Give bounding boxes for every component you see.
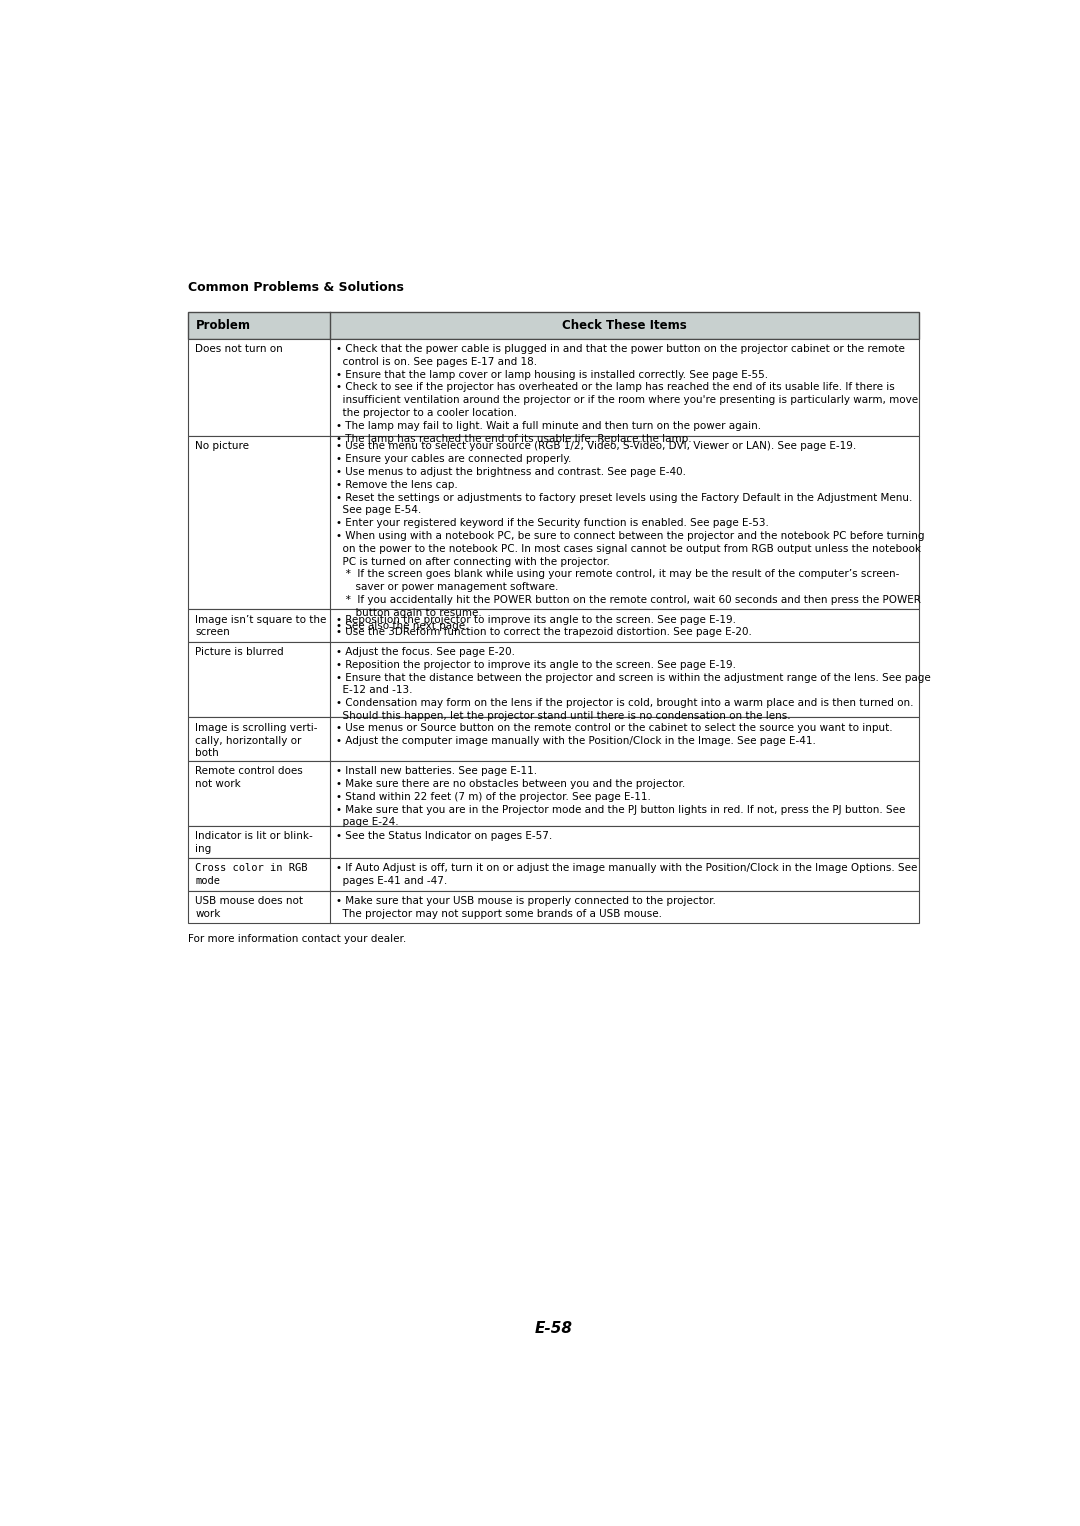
Text: • Use the menu to select your source (RGB 1/2, Video, S-Video, DVI, Viewer or LA: • Use the menu to select your source (RG… [336, 441, 924, 630]
Text: • Adjust the focus. See page E-20.
• Reposition the projector to improve its ang: • Adjust the focus. See page E-20. • Rep… [336, 647, 931, 722]
Bar [188, 717, 919, 761]
Bar [188, 313, 919, 339]
Text: • Check that the power cable is plugged in and that the power button on the proj: • Check that the power cable is plugged … [336, 343, 918, 444]
Text: • See the Status Indicator on pages E-57.: • See the Status Indicator on pages E-57… [336, 832, 552, 841]
Bar [188, 858, 919, 891]
Text: • Use menus or Source button on the remote control or the cabinet to select the : • Use menus or Source button on the remo… [336, 723, 892, 746]
Text: Check These Items: Check These Items [563, 319, 687, 333]
Bar [188, 642, 919, 717]
Text: • If Auto Adjust is off, turn it on or adjust the image manually with the Positi: • If Auto Adjust is off, turn it on or a… [336, 864, 917, 887]
Text: Remote control does
not work: Remote control does not work [195, 766, 303, 789]
Bar [188, 436, 919, 609]
Text: E-58: E-58 [535, 1322, 572, 1337]
Text: • Reposition the projector to improve its angle to the screen. See page E-19.
• : • Reposition the projector to improve it… [336, 615, 752, 638]
Text: Common Problems & Solutions: Common Problems & Solutions [188, 281, 404, 295]
Text: • Install new batteries. See page E-11.
• Make sure there are no obstacles betwe: • Install new batteries. See page E-11. … [336, 766, 905, 827]
Bar [188, 826, 919, 858]
Text: • Make sure that your USB mouse is properly connected to the projector.
  The pr: • Make sure that your USB mouse is prope… [336, 896, 716, 919]
Bar [188, 313, 919, 339]
Text: Cross color in RGB
mode: Cross color in RGB mode [195, 864, 308, 887]
Bar [188, 339, 919, 436]
Bar [188, 609, 919, 642]
Text: Picture is blurred: Picture is blurred [195, 647, 284, 658]
Text: Image is scrolling verti-
cally, horizontally or
both: Image is scrolling verti- cally, horizon… [195, 723, 318, 758]
Text: USB mouse does not
work: USB mouse does not work [195, 896, 303, 919]
Text: Does not turn on: Does not turn on [195, 343, 283, 354]
Bar [188, 761, 919, 826]
Bar [188, 891, 919, 923]
Text: For more information contact your dealer.: For more information contact your dealer… [188, 934, 406, 945]
Text: Problem: Problem [195, 319, 251, 333]
Text: Indicator is lit or blink-
ing: Indicator is lit or blink- ing [195, 832, 313, 855]
Text: No picture: No picture [195, 441, 249, 452]
Text: Image isn’t square to the
screen: Image isn’t square to the screen [195, 615, 327, 638]
